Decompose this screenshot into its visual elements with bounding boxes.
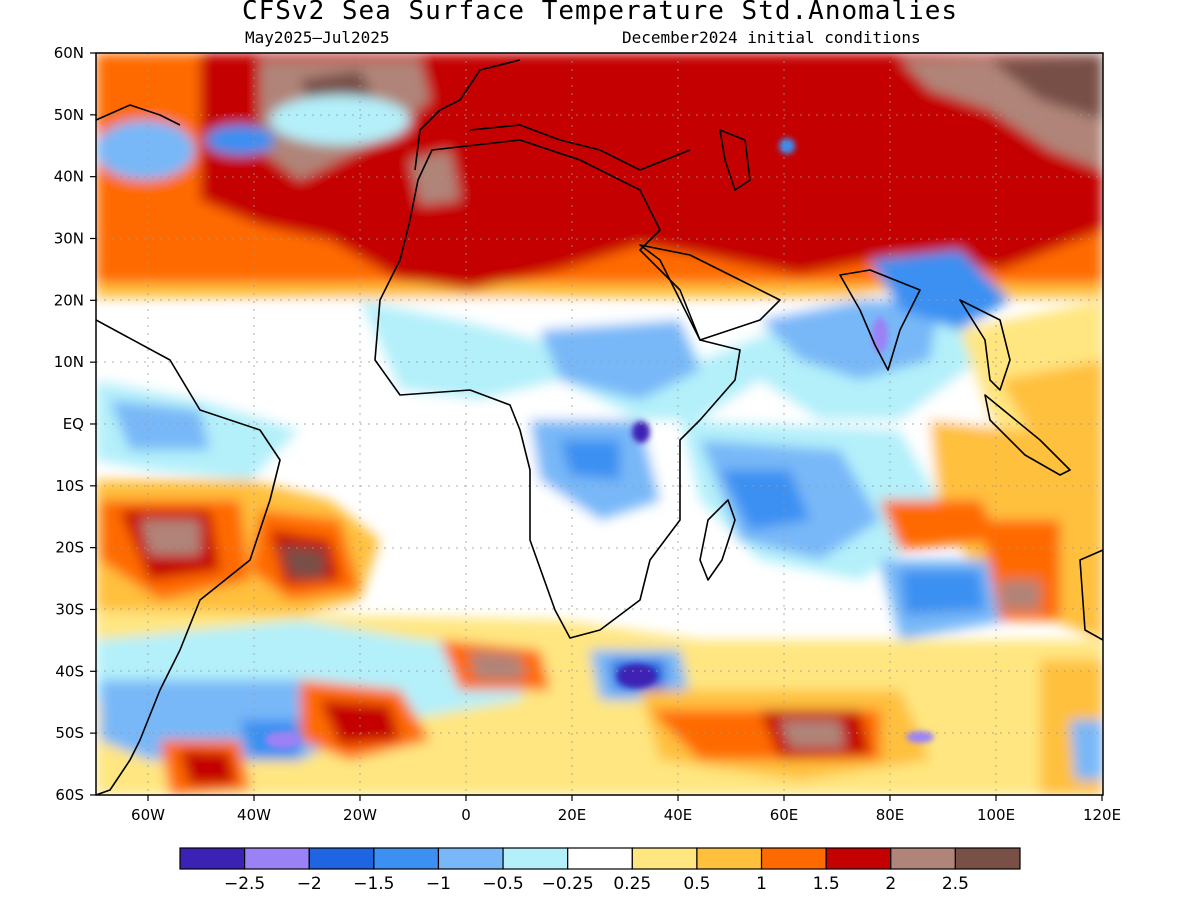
colorbar — [179, 847, 1021, 870]
anomaly-field — [96, 53, 1103, 795]
lat-label: 50S — [55, 724, 84, 742]
colorbar-swatch — [567, 847, 633, 870]
lon-label: 100E — [977, 806, 1015, 824]
lon-label: 40E — [664, 806, 693, 824]
lon-label: 0 — [461, 806, 471, 824]
lat-label: 30N — [54, 229, 84, 247]
colorbar-label: 2.5 — [942, 874, 969, 894]
colorbar-swatch — [437, 847, 504, 870]
colorbar-swatch — [373, 847, 440, 870]
lon-label: 40W — [237, 806, 271, 824]
colorbar-labels: −2.5 −2 −1.5 −1 −0.5 −0.25 0.25 0.5 1 1.5 2 2.5 — [224, 874, 969, 894]
latitude-axis: 60N 50N 40N 30N 20N 10N EQ 10S 20S 30S 40S 50S 60S — [54, 44, 96, 804]
lat-label: 50N — [54, 106, 84, 124]
initial-conditions-label: December2024 initial conditions — [622, 28, 921, 47]
colorbar-label: −2 — [297, 874, 322, 894]
colorbar-swatch — [179, 847, 246, 870]
lat-label: 10N — [54, 353, 84, 371]
map-title: CFSv2 Sea Surface Temperature Std.Anomal… — [241, 0, 959, 26]
colorbar-label: 0.5 — [683, 874, 710, 894]
colorbar-label: 2 — [885, 874, 896, 894]
colorbar-swatch — [954, 847, 1021, 870]
lon-label: 20E — [558, 806, 587, 824]
colorbar-label: −0.5 — [482, 874, 523, 894]
lat-label: 10S — [55, 477, 84, 495]
longitude-axis: 60W 40W 20W 0 20E 40E 60E 80E 100E 120E — [131, 795, 1121, 824]
colorbar-swatch — [825, 847, 892, 870]
lon-label: 20W — [343, 806, 377, 824]
colorbar-label: −2.5 — [224, 874, 265, 894]
lat-label: 30S — [55, 600, 84, 618]
lon-label: 60E — [770, 806, 799, 824]
colorbar-swatch — [696, 847, 763, 870]
lat-label: 20S — [55, 539, 84, 557]
colorbar-label: 1 — [756, 874, 767, 894]
colorbar-swatch — [631, 847, 698, 870]
colorbar-label: −1 — [426, 874, 451, 894]
colorbar-swatch — [760, 847, 827, 870]
colorbar-label: 0.25 — [613, 874, 651, 894]
lat-label: 40N — [54, 168, 84, 186]
lon-label: 120E — [1083, 806, 1121, 824]
colorbar-swatch — [890, 847, 956, 870]
lon-label: 60W — [131, 806, 165, 824]
coastlines — [96, 59, 1103, 795]
colorbar-swatch — [244, 847, 310, 870]
colorbar-swatch — [502, 847, 569, 870]
lat-label: 60N — [54, 44, 84, 62]
colorbar-label: 1.5 — [813, 874, 840, 894]
lat-label: 40S — [55, 662, 84, 680]
colorbar-label: −0.25 — [542, 874, 594, 894]
lon-label: 80E — [876, 806, 905, 824]
lat-label: 20N — [54, 291, 84, 309]
lat-label: 60S — [55, 786, 84, 804]
lat-label: EQ — [63, 415, 84, 433]
colorbar-swatch — [308, 847, 375, 870]
colorbar-label: −1.5 — [353, 874, 394, 894]
forecast-period: May2025–Jul2025 — [245, 28, 390, 47]
